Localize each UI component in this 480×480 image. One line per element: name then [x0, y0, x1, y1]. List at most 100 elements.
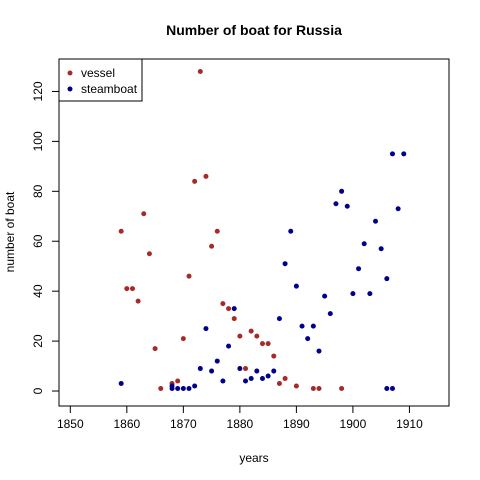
- point-vessel: [266, 341, 271, 346]
- point-steamboat: [322, 294, 327, 299]
- x-axis: 1850 1860 1870 1880 1890 1900 1910: [57, 406, 423, 431]
- legend-marker-vessel: [68, 71, 73, 76]
- point-vessel: [260, 341, 265, 346]
- x-tick-label: 1910: [396, 417, 423, 431]
- point-vessel: [175, 379, 180, 384]
- point-steamboat: [254, 369, 259, 374]
- point-steamboat: [390, 386, 395, 391]
- point-steamboat: [266, 374, 271, 379]
- point-vessel: [339, 386, 344, 391]
- x-tick-label: 1890: [283, 417, 310, 431]
- legend-label-steamboat: steamboat: [81, 82, 138, 96]
- point-steamboat: [339, 189, 344, 194]
- x-axis-label: years: [239, 451, 268, 465]
- y-tick-label: 0: [31, 387, 45, 394]
- point-steamboat: [317, 349, 322, 354]
- point-vessel: [209, 244, 214, 249]
- point-steamboat: [237, 366, 242, 371]
- point-vessel: [249, 329, 254, 334]
- point-vessel: [237, 334, 242, 339]
- point-steamboat: [362, 241, 367, 246]
- point-steamboat: [181, 386, 186, 391]
- point-vessel: [220, 301, 225, 306]
- point-steamboat: [305, 336, 310, 341]
- point-steamboat: [187, 386, 192, 391]
- point-steamboat: [401, 151, 406, 156]
- point-steamboat: [328, 311, 333, 316]
- point-vessel: [147, 251, 152, 256]
- point-steamboat: [277, 316, 282, 321]
- point-steamboat: [311, 324, 316, 329]
- point-steamboat: [333, 201, 338, 206]
- y-tick-label: 40: [31, 284, 45, 298]
- point-steamboat: [226, 344, 231, 349]
- y-tick-label: 80: [31, 184, 45, 198]
- point-steamboat: [345, 204, 350, 209]
- x-tick-label: 1880: [227, 417, 254, 431]
- legend: vessel steamboat: [59, 59, 142, 101]
- point-steamboat: [232, 306, 237, 311]
- point-steamboat: [175, 386, 180, 391]
- data-points: [119, 69, 407, 391]
- point-steamboat: [396, 206, 401, 211]
- point-steamboat: [243, 379, 248, 384]
- point-vessel: [203, 174, 208, 179]
- y-axis: 0 20 40 60 80 100 120: [31, 81, 59, 394]
- y-tick-label: 100: [31, 131, 45, 151]
- x-tick-label: 1860: [113, 417, 140, 431]
- point-vessel: [119, 229, 124, 234]
- point-vessel: [158, 386, 163, 391]
- point-steamboat: [203, 326, 208, 331]
- point-steamboat: [384, 276, 389, 281]
- point-vessel: [271, 354, 276, 359]
- point-vessel: [277, 381, 282, 386]
- point-steamboat: [260, 376, 265, 381]
- plot-frame: [59, 59, 449, 406]
- point-vessel: [192, 179, 197, 184]
- y-tick-label: 60: [31, 234, 45, 248]
- point-vessel: [283, 376, 288, 381]
- point-vessel: [254, 334, 259, 339]
- point-vessel: [243, 366, 248, 371]
- point-steamboat: [367, 291, 372, 296]
- point-vessel: [198, 69, 203, 74]
- point-steamboat: [215, 359, 220, 364]
- point-vessel: [124, 286, 129, 291]
- point-vessel: [187, 274, 192, 279]
- point-steamboat: [283, 261, 288, 266]
- legend-marker-steamboat: [68, 87, 73, 92]
- point-vessel: [232, 316, 237, 321]
- point-steamboat: [300, 324, 305, 329]
- point-steamboat: [294, 284, 299, 289]
- point-steamboat: [356, 266, 361, 271]
- point-vessel: [130, 286, 135, 291]
- point-vessel: [311, 386, 316, 391]
- point-steamboat: [390, 151, 395, 156]
- point-steamboat: [379, 246, 384, 251]
- y-tick-label: 20: [31, 334, 45, 348]
- point-vessel: [181, 336, 186, 341]
- point-steamboat: [288, 229, 293, 234]
- legend-label-vessel: vessel: [81, 66, 115, 80]
- x-tick-label: 1900: [340, 417, 367, 431]
- point-steamboat: [220, 379, 225, 384]
- point-steamboat: [350, 291, 355, 296]
- point-steamboat: [373, 219, 378, 224]
- point-steamboat: [384, 386, 389, 391]
- point-vessel: [141, 211, 146, 216]
- point-steamboat: [249, 376, 254, 381]
- point-vessel: [226, 306, 231, 311]
- point-steamboat: [209, 369, 214, 374]
- point-steamboat: [271, 369, 276, 374]
- x-tick-label: 1850: [57, 417, 84, 431]
- point-steamboat: [119, 381, 124, 386]
- chart-title: Number of boat for Russia: [166, 22, 342, 38]
- point-steamboat: [170, 384, 175, 389]
- y-tick-label: 120: [31, 81, 45, 101]
- point-vessel: [215, 229, 220, 234]
- point-vessel: [136, 299, 141, 304]
- point-vessel: [317, 386, 322, 391]
- y-axis-label: number of boat: [3, 191, 17, 272]
- point-vessel: [294, 384, 299, 389]
